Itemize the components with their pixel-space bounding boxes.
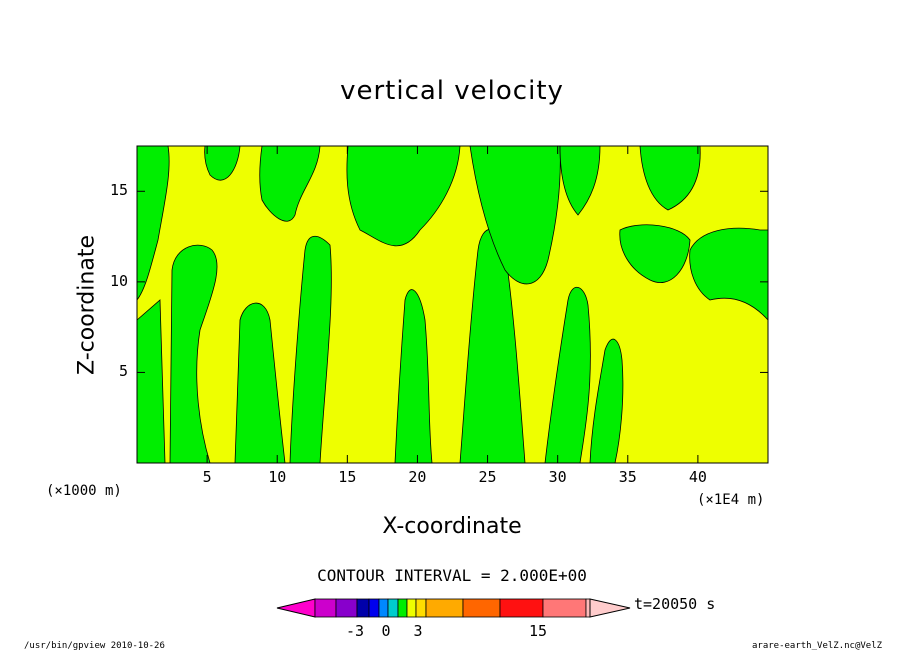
colorbar-segment — [387, 598, 399, 618]
downdraft-region — [619, 224, 691, 283]
colorbar-segment — [406, 598, 417, 618]
colorbar-tick-label: 3 — [413, 622, 423, 640]
colorbar-tick-label: 0 — [381, 622, 391, 640]
colorbar-segment — [415, 598, 427, 618]
x-tick-label: 30 — [548, 468, 567, 486]
y-tick-label: 10 — [109, 271, 128, 290]
x-tick-label: 25 — [478, 468, 497, 486]
footer-left-text: /usr/bin/gpview 2010-10-26 — [24, 641, 165, 651]
x-unit-right: (×1E4 m) — [697, 492, 765, 508]
colorbar-segment — [462, 598, 501, 618]
downdraft-region — [234, 302, 286, 463]
colorbar-segment — [314, 598, 337, 618]
downdraft-region — [559, 146, 601, 216]
colorbar-segment — [585, 598, 591, 618]
y-tick-label: 5 — [118, 362, 128, 381]
colorbar-segment — [499, 598, 544, 618]
colorbar-arrow-low — [276, 598, 316, 618]
downdraft-region — [346, 146, 461, 247]
x-tick-label: 15 — [338, 468, 357, 486]
downdraft-region — [589, 338, 624, 463]
x-tick-label: 40 — [688, 468, 707, 486]
colorbar — [276, 598, 631, 618]
colorbar-segment — [425, 598, 464, 618]
colorbar-segment — [356, 598, 370, 618]
downdraft-region — [639, 146, 701, 211]
downdraft-region — [137, 299, 166, 463]
x-axis-label: X-coordinate — [382, 514, 522, 539]
downdraft-region — [137, 146, 170, 301]
downdraft-region — [544, 287, 591, 463]
chart-title: vertical velocity — [340, 76, 564, 106]
colorbar-segment — [397, 598, 408, 618]
colorbar-segment — [368, 598, 380, 618]
plot-frame — [136, 145, 769, 464]
downdraft-region — [289, 235, 332, 463]
colorbar-time-label: t=20050 s — [634, 595, 716, 613]
colorbar-segment — [335, 598, 358, 618]
y-axis-label: Z-coordinate — [74, 235, 100, 375]
x-tick-label: 5 — [202, 468, 212, 486]
colorbar-tick-label: -3 — [345, 622, 365, 640]
downdraft-region — [169, 244, 218, 463]
x-tick-label: 10 — [268, 468, 287, 486]
downdraft-region — [469, 146, 561, 285]
colorbar-segment — [378, 598, 389, 618]
axis-ticks — [137, 146, 768, 463]
downdraft-region — [259, 146, 321, 222]
footer-right-text: arare-earth_VelZ.nc@VelZ — [752, 641, 883, 651]
y-tick-label: 15 — [109, 181, 128, 200]
colorbar-arrow-high — [589, 598, 631, 618]
downdraft-region — [394, 289, 433, 463]
plot-area — [137, 146, 768, 463]
x-unit-left: (×1000 m) — [46, 483, 122, 499]
downdraft-region — [204, 146, 241, 181]
colorbar-segment — [542, 598, 587, 618]
x-tick-label: 20 — [408, 468, 427, 486]
colorbar-tick-label: 15 — [528, 622, 548, 640]
x-tick-label: 35 — [618, 468, 637, 486]
downdraft-region — [689, 227, 768, 321]
contour-interval-text: CONTOUR INTERVAL = 2.000E+00 — [317, 566, 587, 585]
